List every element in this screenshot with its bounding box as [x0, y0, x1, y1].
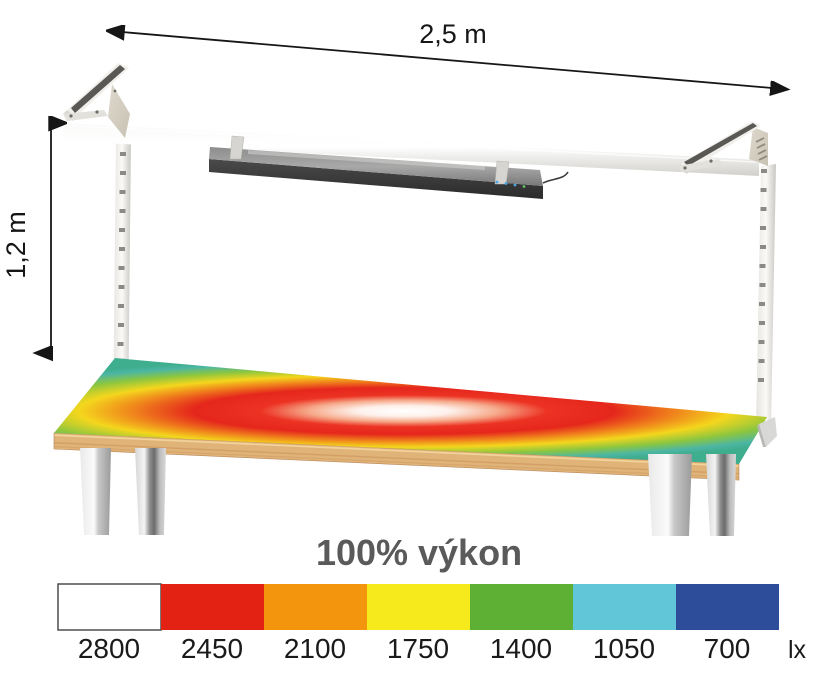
svg-text:1750: 1750: [387, 633, 449, 664]
svg-text:2800: 2800: [78, 633, 140, 664]
svg-text:2,5 m: 2,5 m: [419, 19, 487, 49]
svg-text:lx: lx: [788, 636, 807, 664]
svg-text:2100: 2100: [284, 633, 346, 664]
svg-text:100% výkon: 100% výkon: [316, 532, 522, 573]
svg-text:1050: 1050: [593, 633, 655, 664]
svg-text:700: 700: [704, 633, 751, 664]
svg-text:1,2 m: 1,2 m: [1, 211, 31, 279]
svg-text:1400: 1400: [490, 633, 552, 664]
svg-text:2450: 2450: [181, 633, 243, 664]
